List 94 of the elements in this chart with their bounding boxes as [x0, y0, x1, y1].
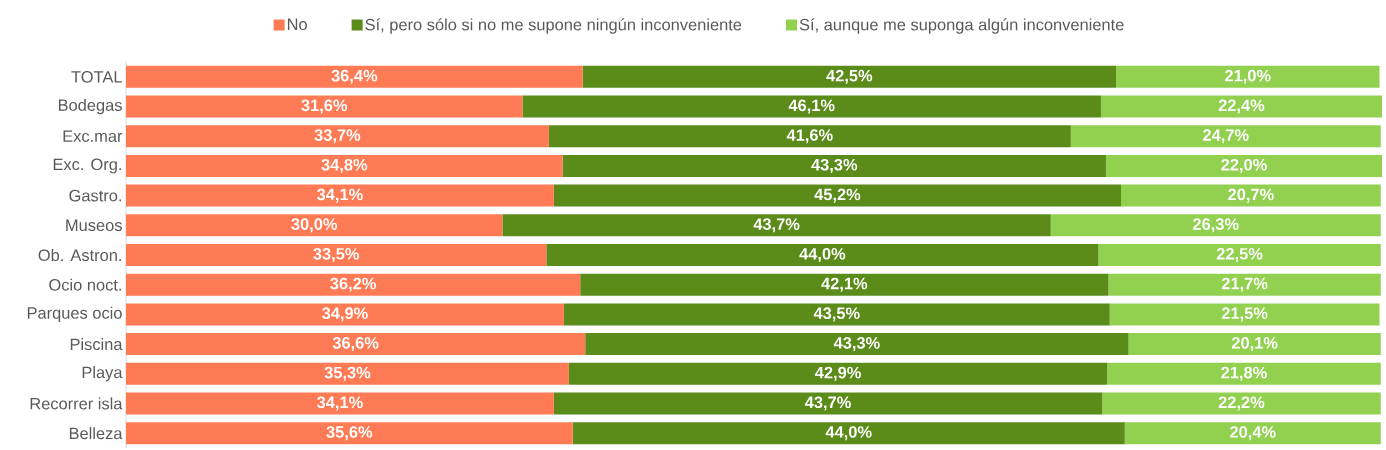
data-label: 20,7%: [1228, 188, 1274, 203]
bar: [548, 125, 1071, 148]
y-tick-label: TOTAL: [71, 71, 122, 83]
y-tick-label: Parques ocio: [27, 306, 122, 323]
bar: [126, 95, 523, 118]
data-label: 21,5%: [1221, 307, 1268, 322]
data-label: 43,7%: [753, 218, 800, 233]
data-label: 21,0%: [1225, 69, 1271, 84]
y-tick-label: Bodegas: [58, 98, 122, 115]
data-label: 42,9%: [815, 366, 861, 381]
data-label: 22,2%: [1218, 396, 1265, 411]
bar: [546, 244, 1099, 266]
data-label: 31,6%: [301, 99, 348, 114]
y-tick-label: Playa: [82, 366, 123, 382]
bar: [1128, 333, 1381, 356]
bar: [1102, 392, 1381, 415]
data-label: 43,7%: [804, 396, 851, 411]
bar: [1107, 362, 1381, 385]
data-label: 41,6%: [786, 129, 833, 144]
bar: [1100, 95, 1383, 118]
bar: [1109, 303, 1380, 326]
data-label: 35,6%: [326, 426, 373, 441]
data-label: 42,1%: [821, 277, 868, 292]
bar: [580, 273, 1109, 296]
bar: [553, 392, 1103, 415]
data-label: 21,8%: [1221, 366, 1267, 381]
bar: [126, 214, 503, 237]
data-label: 22,0%: [1221, 158, 1267, 173]
bar: [563, 303, 1110, 326]
data-label: 43,3%: [833, 337, 880, 352]
data-label: 36,2%: [330, 277, 376, 292]
bar: [1124, 422, 1381, 445]
bar: [126, 65, 583, 88]
y-tick-label: Recorrer isla: [30, 397, 123, 410]
y-tick-label: Exc.mar: [63, 130, 123, 142]
bar: [126, 392, 554, 415]
data-label: 36,4%: [331, 69, 378, 84]
bar: [126, 362, 569, 385]
bar: [126, 303, 564, 326]
y-tick-label: Exc. Org.: [53, 158, 121, 174]
bar: [1108, 273, 1381, 296]
bar: [126, 273, 581, 296]
y-tick-label: Belleza: [69, 427, 123, 440]
bar: [126, 184, 554, 207]
y-tick-label: Piscina: [70, 338, 123, 351]
bar: [126, 125, 549, 148]
bar: [1050, 214, 1381, 237]
legend-label: No: [287, 18, 307, 31]
bar: [126, 422, 573, 445]
bar: [585, 333, 1129, 356]
bar: [572, 422, 1125, 445]
bar: [126, 333, 586, 356]
data-label: 43,5%: [813, 307, 860, 322]
data-label: 33,7%: [314, 129, 361, 144]
legend-label: Sí, pero sólo si no me supone ningún inconveniente: [365, 18, 742, 34]
data-label: 21,7%: [1221, 277, 1268, 292]
data-label: 26,3%: [1193, 218, 1239, 233]
data-label: 30,0%: [291, 218, 338, 233]
data-label: 34,8%: [321, 158, 368, 173]
data-label: 43,3%: [811, 158, 858, 173]
data-label: 35,3%: [324, 366, 371, 381]
bar: [1121, 184, 1381, 207]
data-label: 20,4%: [1230, 426, 1276, 441]
bar: [1105, 154, 1383, 177]
data-label: 44,0%: [799, 247, 846, 263]
data-label: 33,5%: [313, 247, 360, 263]
bar: [568, 362, 1108, 385]
data-label: 36,6%: [332, 337, 379, 352]
data-label: 34,1%: [317, 188, 363, 203]
bar: [1098, 244, 1381, 266]
bar: [126, 154, 563, 177]
bar: [562, 154, 1106, 177]
bar: [1070, 125, 1381, 148]
bar: [502, 214, 1051, 237]
data-label: 20,1%: [1231, 337, 1278, 352]
data-label: 44,0%: [825, 426, 872, 441]
y-tick-label: Ob. Astron.: [38, 248, 121, 262]
data-label: 45,2%: [814, 188, 861, 203]
data-label: 22,4%: [1218, 99, 1265, 114]
data-label: 24,7%: [1203, 129, 1249, 144]
data-label: 42,5%: [826, 69, 873, 84]
data-label: 46,1%: [788, 99, 835, 114]
data-label: 34,1%: [317, 396, 363, 411]
bar: [522, 95, 1101, 118]
y-tick-label: Gastro.: [69, 189, 121, 202]
bar: [1116, 65, 1380, 88]
legend-label: Sí, aunque me suponga algún inconveniente: [799, 18, 1124, 34]
bar: [553, 184, 1122, 207]
bar: [126, 244, 547, 266]
data-label: 22,5%: [1216, 247, 1263, 263]
data-label: 34,9%: [322, 307, 368, 322]
bar: [582, 65, 1116, 88]
y-tick-label: Ocio noct.: [49, 278, 121, 291]
y-tick-label: Museos: [66, 219, 122, 232]
